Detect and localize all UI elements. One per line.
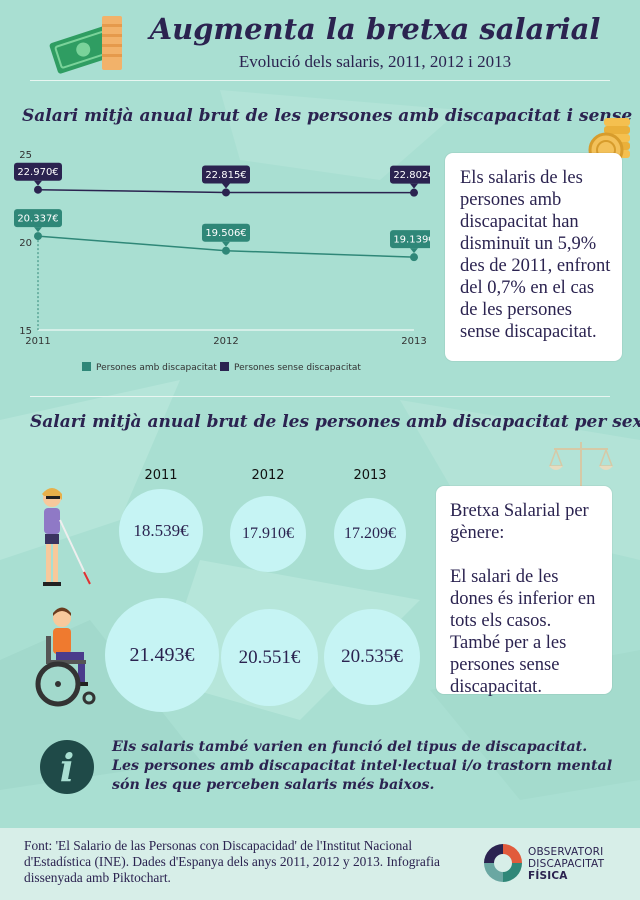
section1-title: Salari mitjà anual brut de les persones … <box>22 106 633 126</box>
data-label-box <box>202 223 250 242</box>
data-label-box <box>14 162 62 181</box>
org-logo-icon <box>484 844 522 882</box>
gender-gap-text: El salari de les dones és inferior en to… <box>450 567 596 697</box>
data-label-box <box>202 165 250 184</box>
legend-label: Persones sense discapacitat <box>234 363 361 373</box>
legend-swatch <box>220 362 229 371</box>
footer-source: Font: 'El Salario de las Personas con Di… <box>24 838 440 885</box>
money-icon <box>49 16 122 74</box>
data-label: 22.815€ <box>205 170 246 181</box>
data-point <box>222 188 230 197</box>
data-point <box>410 253 418 262</box>
data-label-pointer <box>410 248 418 254</box>
legend-label: Persones amb discapacitat <box>96 363 217 373</box>
data-label: 19.506€ <box>205 228 246 239</box>
gender-gap-card: Bretxa Salarial per gènere: El salari de… <box>436 486 612 697</box>
y-tick-label: 15 <box>19 326 32 337</box>
data-point <box>222 246 230 255</box>
org-line1: OBSERVATORI <box>528 846 604 858</box>
data-label: 20.337€ <box>17 214 58 225</box>
org-line2: DISCAPACITAT <box>528 858 605 870</box>
men-salary-2011: 21.493€ <box>105 598 219 712</box>
x-tick-label: 2011 <box>25 336 50 347</box>
y-tick-label: 25 <box>19 150 32 161</box>
x-tick-label: 2013 <box>401 336 426 347</box>
footer <box>0 828 640 900</box>
x-tick-label: 2012 <box>213 336 238 347</box>
callout-layer: 20.337€ 19.506€ 19.139€ 22.970€ 22.815€ 22.80… <box>14 162 430 254</box>
section1-note-card: Els salaris de les persones amb discapac… <box>445 153 622 361</box>
data-label-pointer <box>34 227 42 233</box>
data-point <box>410 188 418 197</box>
data-label-pointer <box>34 180 42 186</box>
legend-swatch <box>82 362 91 371</box>
data-label: 22.970€ <box>17 167 58 178</box>
data-point <box>34 232 42 241</box>
data-label-pointer <box>222 183 230 189</box>
women-salary-2013: 17.209€ <box>334 498 406 570</box>
year-label-2013: 2013 <box>353 468 387 483</box>
men-salary-2012: 20.551€ <box>221 609 318 706</box>
data-label-pointer <box>410 183 418 189</box>
salary-line-chart: 15 20 25 2011 2012 2013 20.337€ 19.506€ 19.139€… <box>14 150 430 373</box>
info-text: Els salaris també varien en funció del t… <box>112 739 613 793</box>
page-subtitle: Evolució dels salaris, 2011, 2012 i 2013 <box>238 52 512 71</box>
man-in-wheelchair-icon <box>35 607 96 707</box>
data-label: 19.139€ <box>393 235 430 246</box>
section2-title: Salari mitjà anual brut de les persones … <box>30 412 640 432</box>
series-layer <box>34 185 418 330</box>
data-point <box>34 185 42 194</box>
year-label-2011: 2011 <box>144 468 178 483</box>
data-label-box <box>14 209 62 228</box>
men-salary-2013: 20.535€ <box>324 609 420 705</box>
gender-gap-title: Bretxa Salarial per gènere: <box>450 501 589 543</box>
org-line3: FÍSICA <box>528 870 568 882</box>
page-title: Augmenta la bretxa salarial <box>149 12 601 46</box>
data-label-box <box>390 165 430 184</box>
org-name: OBSERVATORI DISCAPACITAT FÍSICA <box>528 846 604 882</box>
data-label-pointer <box>222 241 230 247</box>
data-label-box <box>390 230 430 249</box>
divider <box>30 80 610 81</box>
data-label: 22.802€ <box>393 170 430 181</box>
y-tick-label: 20 <box>19 238 32 249</box>
woman-with-cane-icon <box>42 488 91 586</box>
women-salary-2011: 18.539€ <box>119 489 203 573</box>
chart-legend: Persones amb discapacitat Persones sense … <box>82 362 361 373</box>
section1-note-text: Els salaris de les persones amb discapac… <box>460 168 611 342</box>
women-salary-2012: 17.910€ <box>230 496 306 572</box>
divider <box>30 396 610 397</box>
info-icon: i <box>40 740 94 794</box>
year-label-2012: 2012 <box>251 468 285 483</box>
y-axis: 15 20 25 2011 2012 2013 <box>19 150 426 347</box>
